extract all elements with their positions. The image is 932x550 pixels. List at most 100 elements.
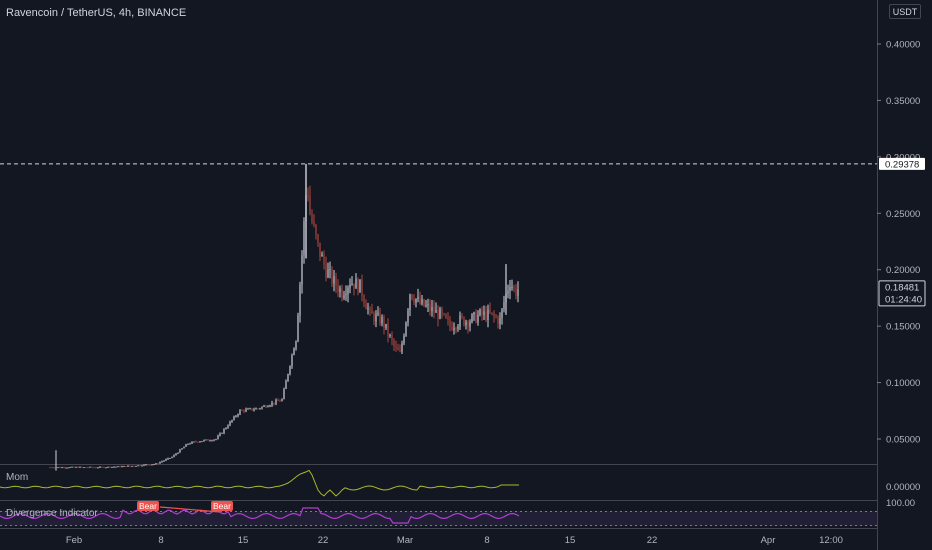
candle-body [111, 466, 113, 468]
candle [181, 448, 183, 450]
candle-body [471, 314, 473, 323]
candle [503, 295, 505, 313]
candle [127, 465, 129, 467]
candle [67, 467, 69, 469]
candle [473, 311, 475, 321]
candle-body [303, 221, 305, 256]
candle-body [215, 439, 217, 441]
candle [273, 402, 275, 406]
candle-body [285, 381, 287, 389]
candle [353, 283, 355, 296]
candle [437, 305, 439, 327]
divergence-line [0, 507, 520, 524]
candle-body [203, 440, 205, 442]
candle [209, 439, 211, 442]
divergence-trend-line [159, 506, 221, 513]
candle [233, 415, 235, 421]
candle-body [379, 312, 381, 324]
candle [333, 270, 335, 292]
candle [469, 319, 471, 332]
candle [169, 457, 171, 459]
candle-body [409, 294, 411, 311]
candle-body [407, 310, 409, 323]
candle-body [209, 440, 211, 442]
candle-body [447, 317, 449, 320]
candle-body [449, 319, 451, 327]
candle-body [257, 408, 259, 410]
candle [111, 466, 113, 468]
candle [277, 398, 279, 402]
candle [143, 464, 145, 467]
candle [441, 306, 443, 319]
candle [271, 400, 273, 408]
candle-body [293, 348, 295, 356]
momentum-label: Mom [6, 472, 29, 483]
candle [171, 456, 173, 459]
candle [249, 407, 251, 410]
candle-body [205, 439, 207, 441]
candle [165, 458, 167, 461]
candle-body [431, 307, 433, 312]
candle [471, 313, 473, 324]
candle-body [315, 225, 317, 235]
candle [61, 466, 63, 469]
candle-body [153, 464, 155, 466]
candle-body [321, 254, 323, 257]
candle-body [265, 405, 267, 408]
candle [341, 284, 343, 302]
candle-body [127, 465, 129, 467]
candle-body [217, 435, 219, 440]
candle [335, 272, 337, 294]
currency-button[interactable]: USDT [889, 4, 921, 19]
candle-body [443, 313, 445, 315]
candle-body [207, 439, 209, 441]
candle-body [353, 283, 355, 289]
candle-body [371, 309, 373, 314]
candle-body [437, 309, 439, 319]
candle [291, 353, 293, 369]
candle [455, 326, 457, 334]
candle-body [425, 305, 427, 307]
last-price-label: 0.18481 [885, 282, 919, 293]
candle [391, 331, 393, 346]
candle [489, 302, 491, 315]
candle-body [363, 296, 365, 304]
candle-body [75, 466, 77, 468]
candle [107, 466, 109, 468]
momentum-line [0, 469, 519, 497]
candle [261, 406, 263, 410]
candle-body [377, 312, 379, 315]
candle-body [57, 467, 59, 469]
candle-body [401, 343, 403, 352]
candle [493, 310, 495, 323]
candle [295, 340, 297, 351]
candle-body [367, 308, 369, 310]
candle [515, 284, 517, 300]
candle-body [313, 221, 315, 226]
candle-body [397, 347, 399, 351]
candle [417, 288, 419, 303]
countdown-label: 01:24:40 [885, 294, 922, 305]
candle-body [495, 316, 497, 318]
candle-body [149, 464, 151, 466]
candle-body [113, 466, 115, 468]
candle-body [65, 467, 67, 469]
candle [345, 285, 347, 301]
candle-body [245, 409, 247, 412]
candle [511, 279, 513, 291]
candle [475, 309, 477, 324]
candle [429, 299, 431, 316]
candle [347, 285, 349, 303]
candle [121, 465, 123, 468]
candle-body [475, 312, 477, 323]
candle [449, 315, 451, 332]
candle-body [191, 441, 193, 444]
candle [109, 466, 111, 468]
candle [251, 408, 253, 411]
candle [369, 306, 371, 316]
candle-body [503, 302, 505, 310]
candle-body [429, 304, 431, 312]
candle [317, 233, 319, 247]
